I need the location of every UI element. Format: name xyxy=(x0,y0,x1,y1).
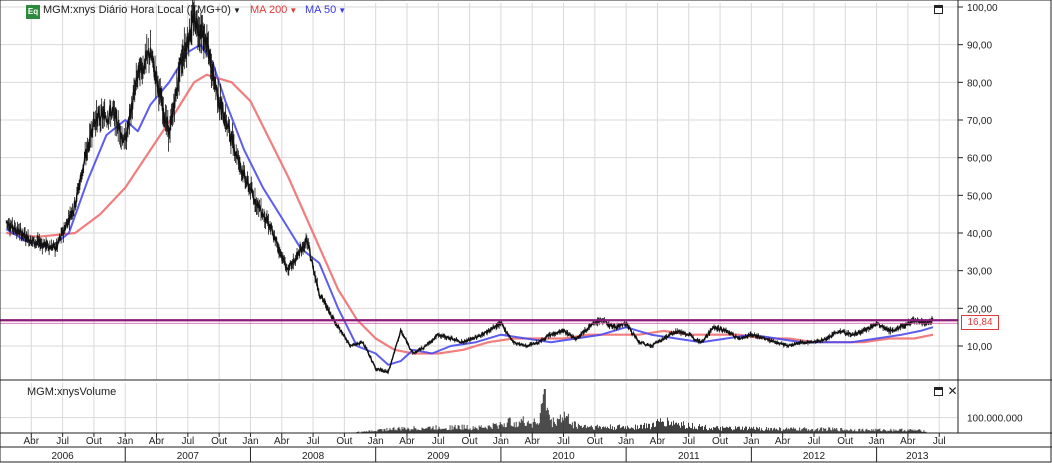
dropdown-caret-icon[interactable]: ▼ xyxy=(338,6,347,15)
month-label: Jan xyxy=(869,436,885,447)
ytick-label: 10,00 xyxy=(967,342,992,353)
ma50-polyline xyxy=(5,43,934,366)
ytick-label: 100,00 xyxy=(967,3,998,14)
last-price-tag: 16,84 xyxy=(961,315,999,330)
month-label: Abr xyxy=(24,436,40,447)
dropdown-caret-icon[interactable]: ▼ xyxy=(289,6,298,15)
month-label: Abr xyxy=(274,436,290,447)
month-label: Jan xyxy=(117,436,133,447)
volume-tick-label: 100.000.000 xyxy=(967,414,1023,425)
month-label: Out xyxy=(712,436,728,447)
month-label: Abr xyxy=(900,436,916,447)
ytick-label: 30,00 xyxy=(967,267,992,278)
maximize-price-panel-icon[interactable] xyxy=(934,5,943,14)
year-label: 2008 xyxy=(302,451,325,462)
ytick-label: 70,00 xyxy=(967,116,992,127)
month-label: Jul xyxy=(933,436,946,447)
month-label: Jan xyxy=(493,436,509,447)
month-label: Jan xyxy=(618,436,634,447)
month-label: Abr xyxy=(149,436,165,447)
price-gridlines xyxy=(0,3,958,380)
year-label: 2007 xyxy=(177,451,200,462)
month-label: Out xyxy=(587,436,603,447)
price-polyline xyxy=(5,11,934,374)
month-label: Jul xyxy=(432,436,445,447)
month-label: Abr xyxy=(399,436,415,447)
ma200-legend[interactable]: MA 200 ▼ xyxy=(250,4,297,16)
ytick-label: 50,00 xyxy=(967,191,992,202)
ma50-legend[interactable]: MA 50 ▼ xyxy=(305,4,346,16)
time-axis-ticks: Abr Jul Out Jan Abr Jul Out Jan Abr Jul Out Jan Abr J… xyxy=(24,433,946,462)
year-label: 2010 xyxy=(552,451,575,462)
year-label: 2009 xyxy=(427,451,450,462)
month-label: Out xyxy=(462,436,478,447)
ytick-label: 20,00 xyxy=(967,304,992,315)
month-label: Jul xyxy=(307,436,320,447)
year-label: 2006 xyxy=(51,451,74,462)
ytick-label: 90,00 xyxy=(967,41,992,52)
month-label: Jan xyxy=(368,436,384,447)
symbol-label[interactable]: MGM:xnys Diário Hora Local (TMG+0) ▼ xyxy=(43,4,241,16)
dropdown-caret-icon[interactable]: ▼ xyxy=(232,6,241,15)
month-label: Jul xyxy=(682,436,695,447)
month-label: Out xyxy=(211,436,227,447)
month-label: Jul xyxy=(808,436,821,447)
volume-gridlines xyxy=(0,383,958,433)
horizontal-level-line xyxy=(0,319,958,324)
month-label: Jul xyxy=(181,436,194,447)
volume-panel-title: MGM:xnysVolume xyxy=(27,386,117,398)
ytick-label: 80,00 xyxy=(967,78,992,89)
close-volume-panel-icon[interactable]: ✕ xyxy=(947,384,958,398)
month-label: Out xyxy=(336,436,352,447)
price-series xyxy=(5,0,934,375)
instrument-badge: Eq xyxy=(26,5,40,19)
month-label: Abr xyxy=(524,436,540,447)
month-label: Jul xyxy=(56,436,69,447)
year-label: 2012 xyxy=(803,451,826,462)
month-label: Abr xyxy=(775,436,791,447)
month-label: Out xyxy=(86,436,102,447)
year-label: 2013 xyxy=(906,451,929,462)
ytick-label: 60,00 xyxy=(967,154,992,165)
ma200-text: MA 200 xyxy=(250,4,288,16)
symbol-text: MGM:xnys Diário Hora Local (TMG+0) xyxy=(43,4,231,16)
month-label: Out xyxy=(837,436,853,447)
ma50-text: MA 50 xyxy=(305,4,337,16)
year-label: 2011 xyxy=(678,451,700,462)
month-label: Jul xyxy=(557,436,570,447)
month-label: Abr xyxy=(650,436,666,447)
ma50-line xyxy=(5,43,934,366)
ytick-label: 40,00 xyxy=(967,229,992,240)
price-axis-ticks: 100,00 90,00 80,00 70,00 60,00 50,00 40,00 30,0… xyxy=(958,3,1023,425)
month-label: Jan xyxy=(242,436,258,447)
month-label: Jan xyxy=(743,436,759,447)
maximize-volume-panel-icon[interactable] xyxy=(934,387,943,396)
